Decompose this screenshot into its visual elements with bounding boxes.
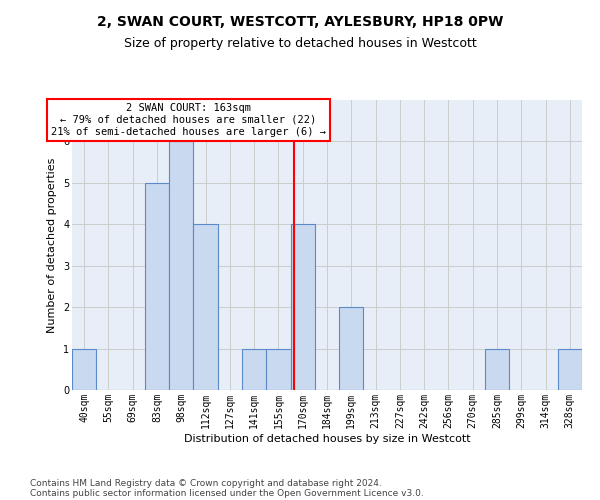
Bar [169, 142, 193, 390]
Bar [242, 348, 266, 390]
Y-axis label: Number of detached properties: Number of detached properties [47, 158, 58, 332]
Bar [290, 224, 315, 390]
Text: 2, SWAN COURT, WESTCOTT, AYLESBURY, HP18 0PW: 2, SWAN COURT, WESTCOTT, AYLESBURY, HP18… [97, 15, 503, 29]
Text: Contains HM Land Registry data © Crown copyright and database right 2024.: Contains HM Land Registry data © Crown c… [30, 478, 382, 488]
X-axis label: Distribution of detached houses by size in Westcott: Distribution of detached houses by size … [184, 434, 470, 444]
Bar [558, 348, 582, 390]
Bar [145, 183, 169, 390]
Text: 2 SWAN COURT: 163sqm
← 79% of detached houses are smaller (22)
21% of semi-detac: 2 SWAN COURT: 163sqm ← 79% of detached h… [51, 104, 326, 136]
Text: Size of property relative to detached houses in Westcott: Size of property relative to detached ho… [124, 38, 476, 51]
Bar [485, 348, 509, 390]
Bar [72, 348, 96, 390]
Bar [193, 224, 218, 390]
Bar [266, 348, 290, 390]
Bar [339, 307, 364, 390]
Text: Contains public sector information licensed under the Open Government Licence v3: Contains public sector information licen… [30, 488, 424, 498]
